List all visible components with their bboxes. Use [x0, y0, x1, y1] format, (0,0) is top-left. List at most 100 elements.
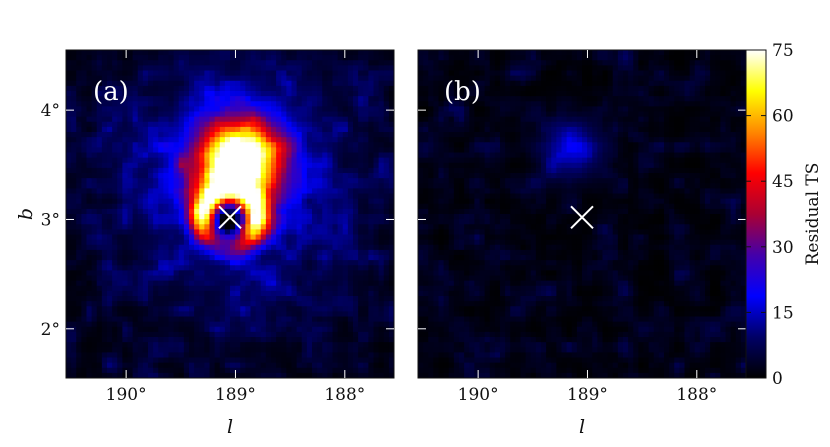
heatmap-cell — [81, 342, 88, 348]
heatmap-cell — [418, 357, 424, 364]
heatmap-cell — [230, 198, 236, 205]
heatmap-cell — [112, 357, 118, 364]
heatmap-cell — [433, 116, 440, 123]
heatmap-cell — [322, 188, 328, 195]
heatmap-cell — [353, 85, 359, 92]
heatmap-cell — [71, 352, 77, 359]
heatmap-cell — [224, 178, 231, 184]
heatmap-cell — [327, 70, 334, 77]
heatmap-cell — [173, 260, 180, 266]
heatmap-cell — [448, 331, 455, 338]
heatmap-cell — [265, 311, 272, 318]
heatmap-cell — [322, 280, 328, 287]
heatmap-cell — [291, 157, 298, 164]
heatmap-cell — [96, 331, 103, 338]
heatmap-cell — [459, 229, 465, 236]
heatmap-cell — [71, 85, 77, 92]
heatmap-cell — [81, 203, 88, 210]
heatmap-cell — [245, 311, 252, 318]
heatmap-cell — [112, 367, 118, 374]
heatmap-cell — [453, 91, 460, 97]
heatmap-cell — [428, 311, 434, 318]
heatmap-cell — [86, 50, 93, 56]
heatmap-cell — [178, 198, 185, 205]
heatmap-cell — [183, 208, 190, 215]
heatmap-cell — [153, 80, 159, 87]
heatmap-cell — [163, 152, 170, 159]
heatmap-cell — [312, 173, 318, 179]
heatmap-cell — [178, 193, 185, 200]
heatmap-cell — [322, 126, 328, 133]
heatmap-cell — [127, 280, 134, 287]
heatmap-cell — [101, 147, 108, 154]
heatmap-cell — [81, 183, 88, 189]
heatmap-cell — [383, 193, 390, 200]
heatmap-cell — [153, 137, 159, 143]
heatmap-cell — [260, 116, 267, 123]
heatmap-cell — [255, 265, 262, 271]
heatmap-cell — [132, 70, 139, 77]
heatmap-cell — [107, 301, 113, 307]
heatmap-cell — [127, 162, 134, 169]
heatmap-cell — [443, 331, 450, 338]
heatmap-cell — [383, 75, 390, 82]
heatmap-cell — [418, 60, 424, 66]
heatmap-cell — [189, 275, 195, 282]
heatmap-cell — [265, 173, 272, 179]
heatmap-cell — [347, 188, 354, 195]
heatmap-cell — [438, 188, 445, 195]
heatmap-cell — [66, 234, 72, 241]
heatmap-cell — [317, 142, 323, 148]
heatmap-cell — [96, 316, 103, 323]
heatmap-cell — [484, 203, 491, 210]
heatmap-cell — [76, 203, 82, 210]
heatmap-cell — [183, 224, 190, 230]
heatmap-cell — [332, 50, 339, 56]
heatmap-cell — [168, 101, 175, 107]
heatmap-cell — [443, 152, 450, 159]
heatmap-cell — [296, 275, 303, 282]
heatmap-cell — [484, 188, 491, 195]
heatmap-cell — [81, 372, 88, 378]
heatmap-cell — [240, 331, 246, 338]
heatmap-cell — [209, 70, 216, 77]
heatmap-cell — [459, 219, 465, 225]
heatmap-cell — [137, 275, 144, 282]
heatmap-cell — [474, 152, 481, 159]
heatmap-cell — [96, 75, 103, 82]
heatmap-cell — [112, 80, 118, 87]
heatmap-cell — [163, 316, 170, 323]
heatmap-cell — [71, 316, 77, 323]
heatmap-cell — [255, 137, 262, 143]
heatmap-cell — [230, 183, 236, 189]
heatmap-cell — [373, 275, 380, 282]
heatmap-cell — [71, 260, 77, 266]
heatmap-cell — [255, 50, 262, 56]
heatmap-cell — [342, 270, 349, 277]
heatmap-cell — [448, 285, 455, 292]
heatmap-cell — [163, 91, 170, 97]
heatmap-cell — [66, 362, 72, 369]
heatmap-cell — [332, 249, 339, 256]
heatmap-cell — [117, 275, 123, 282]
heatmap-cell — [301, 234, 308, 241]
heatmap-cell — [291, 347, 298, 353]
heatmap-cell — [173, 290, 180, 297]
heatmap-cell — [448, 193, 455, 200]
heatmap-cell — [312, 239, 318, 246]
heatmap-cell — [296, 121, 303, 128]
heatmap-cell — [474, 290, 481, 297]
heatmap-cell — [337, 255, 344, 261]
heatmap-cell — [245, 367, 252, 374]
heatmap-cell — [199, 188, 205, 195]
heatmap-cell — [469, 296, 475, 302]
heatmap-cell — [291, 137, 298, 143]
heatmap-cell — [433, 178, 440, 184]
heatmap-cell — [342, 280, 349, 287]
heatmap-cell — [71, 70, 77, 77]
heatmap-cell — [255, 126, 262, 133]
heatmap-cell — [368, 229, 375, 236]
heatmap-cell — [112, 65, 118, 72]
heatmap-cell — [230, 152, 236, 159]
heatmap-cell — [443, 249, 450, 256]
